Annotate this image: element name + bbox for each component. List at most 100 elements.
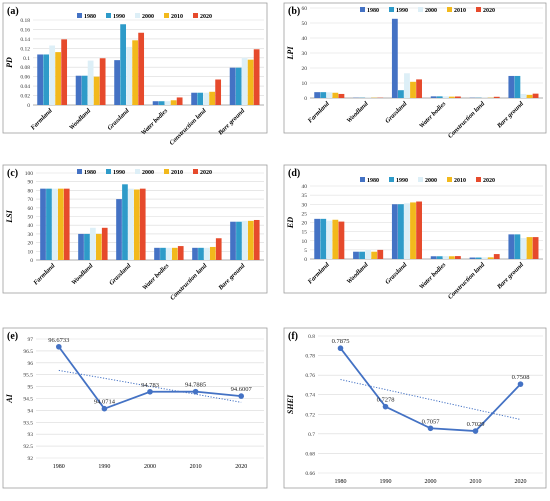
legend-swatch-2020 — [193, 169, 198, 174]
data-point-2010 — [193, 389, 199, 395]
bar-2020-grassland — [140, 189, 146, 260]
bar-2020-woodland — [102, 228, 108, 260]
legend-label: 1990 — [396, 178, 408, 184]
y-tick-label: 94.5 — [23, 397, 33, 403]
y-tick-label: 30 — [302, 202, 308, 208]
bar-2000-bare-ground — [242, 221, 248, 260]
bar-2010-construction-land — [488, 257, 494, 259]
bar-1990-farmland — [46, 189, 52, 260]
bar-2020-farmland — [61, 39, 67, 105]
y-tick-label: 5 — [304, 248, 307, 254]
bar-2010-grassland — [132, 40, 138, 105]
legend-label: 2020 — [200, 14, 212, 20]
bar-1990-farmland — [43, 54, 49, 105]
bar-1990-water-bodies — [160, 248, 166, 260]
bar-2000-grassland — [128, 189, 134, 260]
legend-label: 1980 — [84, 14, 96, 20]
legend-swatch-2020 — [193, 13, 198, 18]
x-tick-label: 2010 — [470, 479, 482, 485]
legend-label: 2010 — [171, 170, 183, 176]
y-tick-label: 40 — [28, 223, 34, 229]
bar-2000-water-bodies — [165, 101, 171, 105]
bar-2010-woodland — [371, 252, 377, 259]
legend-swatch-2020 — [476, 7, 481, 12]
bar-2000-farmland — [326, 221, 332, 259]
y-tick-label: 20 — [302, 221, 308, 227]
y-tick-label: 35 — [302, 193, 308, 199]
bar-1990-construction-land — [197, 93, 203, 105]
x-tick-label: 2020 — [515, 479, 527, 485]
y-tick-label: 0.66 — [305, 471, 315, 477]
bar-2000-farmland — [49, 46, 55, 106]
legend-label: 2020 — [483, 8, 495, 14]
y-tick-label: 92 — [28, 456, 34, 462]
bar-1980-water-bodies — [431, 256, 437, 259]
legend-label: 2010 — [171, 14, 183, 20]
y-tick-label: 0.12 — [20, 46, 30, 52]
bar-2020-bare-ground — [254, 49, 260, 105]
legend-label: 1990 — [113, 14, 125, 20]
panel-letter: (d) — [288, 168, 300, 179]
bar-1980-construction-land — [470, 258, 476, 259]
y-tick-label: 100 — [25, 171, 34, 177]
y-tick-label: 0.06 — [20, 75, 30, 81]
bar-1990-grassland — [120, 24, 126, 105]
bar-2000-water-bodies — [443, 256, 449, 259]
y-tick-label: 20 — [302, 66, 308, 72]
bar-2010-bare-ground — [527, 237, 533, 259]
y-tick-label: 15 — [302, 230, 308, 236]
y-tick-label: 60 — [28, 206, 34, 212]
bar-2000-water-bodies — [166, 248, 172, 260]
y-tick-label: 96.5 — [23, 349, 33, 355]
bar-2000-bare-ground — [521, 94, 527, 98]
bar-1980-woodland — [78, 234, 84, 260]
bar-1990-water-bodies — [437, 256, 443, 259]
legend-label: 2000 — [142, 14, 154, 20]
data-label: 94.0714 — [94, 399, 116, 406]
x-tick-label: 2000 — [144, 464, 156, 470]
panel-letter: (e) — [7, 331, 18, 342]
legend-swatch-2020 — [476, 177, 481, 182]
y-tick-label: 94 — [28, 408, 34, 414]
legend-label: 2000 — [142, 170, 154, 176]
bar-1990-bare-ground — [514, 234, 520, 259]
legend-swatch-2010 — [164, 169, 169, 174]
data-label: 96.6733 — [48, 337, 69, 344]
bar-1980-water-bodies — [154, 248, 160, 260]
bar-2020-bare-ground — [533, 94, 539, 98]
y-tick-label: 0.78 — [305, 354, 315, 360]
legend-swatch-1980 — [77, 13, 82, 18]
legend-label: 1990 — [113, 170, 125, 176]
data-label: 0.7508 — [512, 374, 530, 381]
y-tick-label: 97 — [28, 337, 34, 343]
legend-label: 1980 — [367, 8, 379, 14]
bar-1990-grassland — [398, 204, 404, 259]
bar-1980-grassland — [392, 19, 398, 98]
data-point-1990 — [102, 406, 108, 412]
bar-1990-construction-land — [198, 248, 204, 260]
bar-1980-water-bodies — [431, 96, 437, 98]
y-tick-label: 95.5 — [23, 373, 33, 379]
y-tick-label: 0.76 — [305, 373, 315, 379]
legend-swatch-2010 — [164, 13, 169, 18]
bar-2010-woodland — [96, 234, 102, 260]
y-tick-label: 0 — [27, 103, 30, 109]
legend-swatch-1980 — [360, 7, 365, 12]
bar-1980-bare-ground — [230, 68, 236, 105]
y-tick-label: 90 — [28, 180, 34, 186]
panel-letter: (a) — [7, 6, 19, 17]
bar-2020-farmland — [339, 94, 345, 98]
x-tick-label: 2010 — [190, 464, 202, 470]
panel-letter: (c) — [7, 168, 18, 179]
bar-2020-grassland — [416, 79, 422, 98]
bar-2010-water-bodies — [172, 248, 178, 260]
bar-2020-grassland — [138, 33, 144, 105]
bar-1980-construction-land — [192, 248, 198, 260]
bar-2010-water-bodies — [449, 97, 455, 98]
y-tick-label: 92.5 — [23, 444, 33, 450]
bar-1980-grassland — [114, 60, 120, 105]
bar-2010-bare-ground — [527, 95, 533, 98]
bar-1990-farmland — [320, 219, 326, 259]
